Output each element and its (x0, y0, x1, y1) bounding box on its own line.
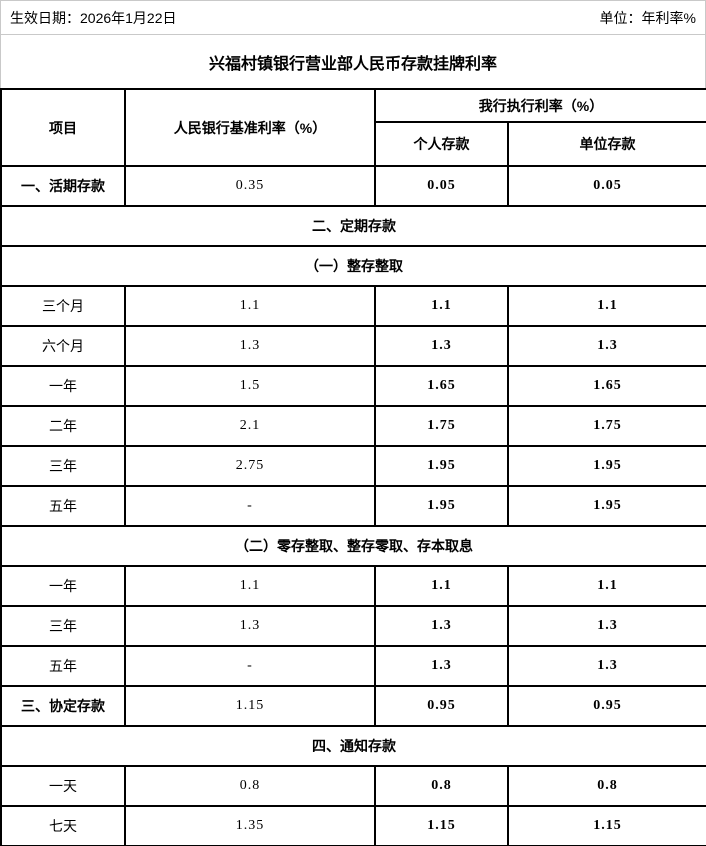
item-label: 二年 (0, 405, 126, 447)
unit-label: 单位：年利率% (599, 9, 696, 26)
table-row: 四、通知存款 (0, 725, 706, 767)
personal-rate-value: 1.1 (374, 285, 509, 327)
personal-rate-value: 1.95 (374, 485, 509, 527)
header-item: 项目 (0, 88, 126, 167)
personal-rate-value: 1.65 (374, 365, 509, 407)
pboc-rate-value: - (124, 485, 376, 527)
table-row: 三年 2.75 1.95 1.95 (0, 445, 706, 487)
corporate-rate-value: 0.05 (506, 165, 706, 207)
table-row: （二）零存整取、整存零取、存本取息 (0, 525, 706, 567)
item-label: 三年 (0, 605, 126, 647)
table-row: 一年 1.5 1.65 1.65 (0, 365, 706, 407)
corporate-rate-value: 1.65 (506, 365, 706, 407)
corporate-rate-value: 1.1 (506, 565, 706, 607)
pboc-rate-value: 1.35 (124, 805, 376, 846)
personal-rate-value: 0.05 (374, 165, 509, 207)
table-row: （一）整存整取 (0, 245, 706, 287)
table-row: 三年 1.3 1.3 1.3 (0, 605, 706, 647)
pboc-rate-value: 1.3 (124, 325, 376, 367)
table-row: 五年 -1.95 1.95 (0, 485, 706, 527)
pboc-rate-value: - (124, 645, 376, 687)
table-row: 五年 -1.3 1.3 (0, 645, 706, 687)
item-label: 六个月 (0, 325, 126, 367)
table-row: 一年 1.1 1.1 1.1 (0, 565, 706, 607)
item-label: 三年 (0, 445, 126, 487)
corporate-rate-value: 1.1 (506, 285, 706, 327)
section-row-label: （一）整存整取 (0, 245, 706, 287)
corporate-rate-value: 1.3 (506, 325, 706, 367)
item-label: 五年 (0, 485, 126, 527)
pboc-rate-value: 1.1 (124, 565, 376, 607)
corporate-rate-value: 1.75 (506, 405, 706, 447)
personal-rate-value: 1.3 (374, 645, 509, 687)
item-label: 三个月 (0, 285, 126, 327)
corporate-rate-value: 0.95 (506, 685, 706, 727)
personal-rate-value: 1.75 (374, 405, 509, 447)
item-label: 三、协定存款 (0, 685, 126, 727)
corporate-rate-value: 1.3 (506, 605, 706, 647)
item-label: 七天 (0, 805, 126, 846)
corporate-rate-value: 1.95 (506, 445, 706, 487)
item-label: 一年 (0, 565, 126, 607)
item-label: 一年 (0, 365, 126, 407)
table-row: 二、定期存款 (0, 205, 706, 247)
pboc-rate-value: 0.35 (124, 165, 376, 207)
corporate-rate-value: 1.3 (506, 645, 706, 687)
table-row: 六个月 1.3 1.3 1.3 (0, 325, 706, 367)
personal-rate-value: 1.95 (374, 445, 509, 487)
pboc-rate-value: 2.1 (124, 405, 376, 447)
page-title: 兴福村镇银行营业部人民币存款挂牌利率 (208, 55, 497, 73)
corporate-rate-value: 1.95 (506, 485, 706, 527)
personal-rate-value: 1.15 (374, 805, 509, 846)
section-row-label: （二）零存整取、整存零取、存本取息 (0, 525, 706, 567)
table-row: 二年 2.1 1.75 1.75 (0, 405, 706, 447)
personal-rate-value: 1.3 (374, 605, 509, 647)
table-row: 一、活期存款 0.35 0.05 0.05 (0, 165, 706, 207)
table-row: 三个月 1.1 1.1 1.1 (0, 285, 706, 327)
header-personal-deposit: 个人存款 (374, 121, 509, 167)
corporate-rate-value: 1.15 (506, 805, 706, 846)
pboc-rate-value: 1.3 (124, 605, 376, 647)
pboc-rate-value: 1.1 (124, 285, 376, 327)
table-row: 一天 0.8 0.8 0.8 (0, 765, 706, 807)
pboc-rate-value: 1.5 (124, 365, 376, 407)
header-row-2: 个人存款 单位存款 (1, 121, 706, 167)
item-label: 一天 (0, 765, 126, 807)
page-title-row: 兴福村镇银行营业部人民币存款挂牌利率 (0, 35, 706, 88)
header-pboc-benchmark-rate: 人民银行基准利率（%） (124, 88, 376, 167)
pboc-rate-value: 0.8 (124, 765, 376, 807)
section-row-label: 四、通知存款 (0, 725, 706, 767)
personal-rate-value: 1.3 (374, 325, 509, 367)
item-label: 一、活期存款 (0, 165, 126, 207)
table-row: 三、协定存款 1.15 0.95 0.95 (0, 685, 706, 727)
header-corporate-deposit: 单位存款 (506, 121, 706, 167)
header-row-1: 项目 人民银行基准利率（%） 我行执行利率（%） (0, 88, 706, 167)
corporate-rate-value: 0.8 (506, 765, 706, 807)
rate-table-body: 一、活期存款 0.35 0.05 0.05 二、定期存款 （一）整存整取 三个月 1.1 1.1… (0, 165, 706, 846)
personal-rate-value: 0.95 (374, 685, 509, 727)
top-info-bar: 生效日期：2026年1月22日 单位：年利率% (0, 0, 706, 35)
personal-rate-value: 0.8 (374, 765, 509, 807)
item-label: 五年 (0, 645, 126, 687)
section-row-label: 二、定期存款 (0, 205, 706, 247)
table-row: 七天 1.35 1.15 1.15 (0, 805, 706, 846)
pboc-rate-value: 2.75 (124, 445, 376, 487)
deposit-rate-table: 项目 人民银行基准利率（%） 我行执行利率（%） 个人存款 单位存款 一、活期存… (0, 88, 706, 846)
pboc-rate-value: 1.15 (124, 685, 376, 727)
effective-date-label: 生效日期：2026年1月22日 (10, 9, 177, 26)
header-executed-rate: 我行执行利率（%） (373, 88, 706, 123)
personal-rate-value: 1.1 (374, 565, 509, 607)
